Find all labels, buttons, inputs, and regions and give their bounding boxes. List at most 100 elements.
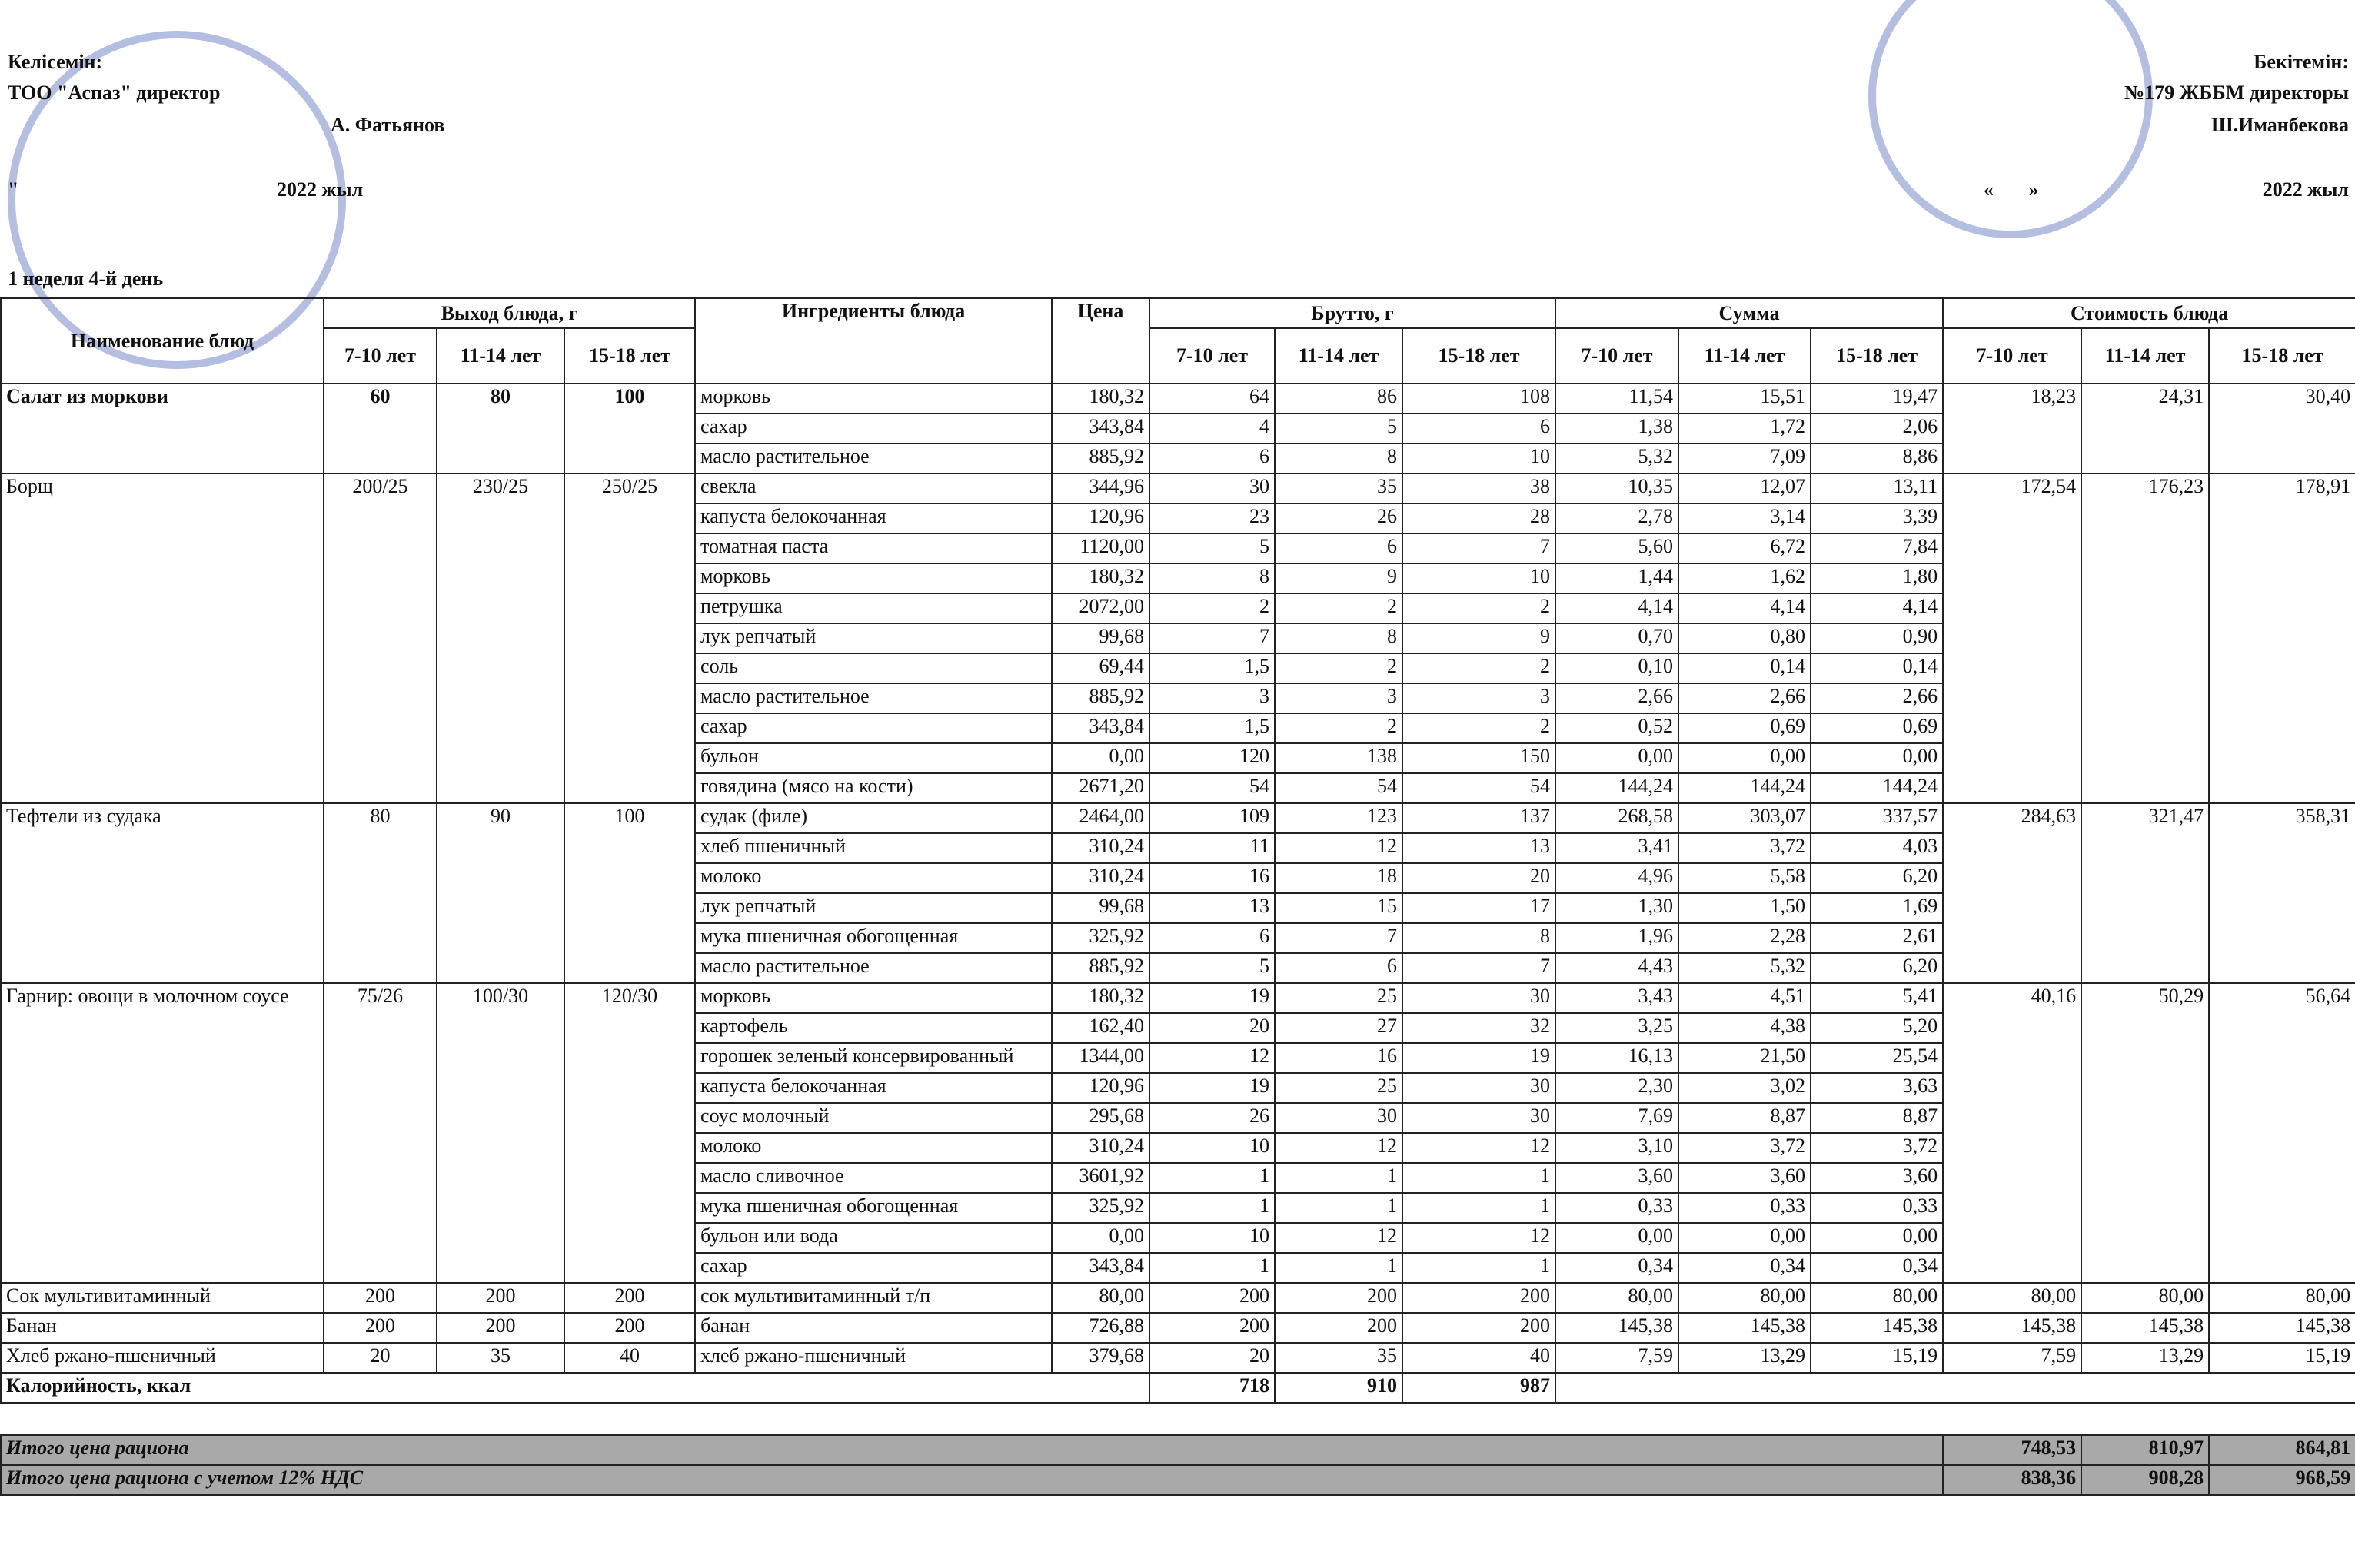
ingredient-sum: 5,58 <box>1678 862 1812 894</box>
ingredient-sum: 7,59 <box>1555 1342 1680 1374</box>
ingredient-sum: 3,41 <box>1555 832 1680 864</box>
dish-name: Хлеб ржано-пшеничный <box>0 1342 324 1374</box>
day-label: 1 неделя 4-й день <box>8 267 164 290</box>
ingredient-gross: 200 <box>1274 1312 1404 1344</box>
dish-cost: 40,16 <box>1942 982 2083 1284</box>
ingredient-gross: 6 <box>1149 443 1276 474</box>
col-ingredients: Ингредиенты блюда <box>694 297 1053 384</box>
ingredient-sum: 5,60 <box>1555 533 1680 564</box>
dish-cost: 178,91 <box>2208 473 2355 804</box>
dish-yield: 120/30 <box>563 982 697 1284</box>
ingredient-sum: 1,96 <box>1555 922 1680 954</box>
ingredient-gross: 12 <box>1274 1132 1404 1164</box>
ingredient-sum: 0,33 <box>1810 1192 1944 1224</box>
dish-yield: 200 <box>563 1312 697 1344</box>
ingredient-price: 2072,00 <box>1051 593 1151 624</box>
total-value: 968,59 <box>2208 1464 2355 1496</box>
ingredient-name: хлеб ржано-пшеничный <box>694 1342 1053 1374</box>
ingredient-price: 295,68 <box>1051 1102 1151 1134</box>
ingredient-sum: 0,34 <box>1678 1252 1812 1284</box>
ingredient-sum: 4,38 <box>1678 1012 1812 1044</box>
age-header: 11-14 лет <box>1274 327 1404 384</box>
ingredient-gross: 200 <box>1149 1312 1276 1344</box>
ingredient-row: мука пшеничная обогощенная 325,92 1 1 1 0,33 0… <box>1 1192 2355 1224</box>
ingredient-gross: 64 <box>1149 383 1276 414</box>
ingredient-sum: 2,66 <box>1678 683 1812 714</box>
ingredient-sum: 1,80 <box>1810 563 1944 594</box>
ingredient-gross: 6 <box>1402 413 1557 444</box>
ingredient-sum: 7,84 <box>1810 533 1944 564</box>
ingredient-gross: 15 <box>1274 892 1404 924</box>
calories-row: Калорийность, ккал 718 910 987 <box>0 1372 2355 1404</box>
ingredient-row: сахар 343,84 1 1 1 0,34 0,34 0,34 <box>1 1252 2355 1284</box>
ingredient-gross: 7 <box>1149 623 1276 654</box>
dish-cost: 172,54 <box>1942 473 2083 804</box>
ingredient-sum: 0,90 <box>1810 623 1944 654</box>
ingredient-gross: 9 <box>1402 623 1557 654</box>
ingredient-gross: 10 <box>1402 563 1557 594</box>
ingredient-gross: 26 <box>1149 1102 1276 1134</box>
ingredient-row: соль 69,44 1,5 2 2 0,10 0,14 0,14 <box>1 653 2355 684</box>
ingredient-sum: 3,43 <box>1555 982 1680 1014</box>
ingredient-price: 344,96 <box>1051 473 1151 504</box>
ingredient-gross: 6 <box>1274 533 1404 564</box>
ingredient-sum: 2,06 <box>1810 413 1944 444</box>
ingredient-gross: 26 <box>1274 503 1404 534</box>
age-header: 7-10 лет <box>323 327 437 384</box>
dish-yield: 230/25 <box>436 473 565 804</box>
ingredient-gross: 16 <box>1274 1042 1404 1074</box>
ingredient-sum: 4,14 <box>1555 593 1680 624</box>
ingredient-sum: 4,51 <box>1678 982 1812 1014</box>
age-header: 15-18 лет <box>563 327 697 384</box>
ingredient-gross: 1 <box>1274 1252 1404 1284</box>
dish-yield: 20 <box>323 1342 437 1374</box>
ingredient-name: капуста белокочанная <box>694 503 1053 534</box>
ingredient-row: томатная паста 1120,00 5 6 7 5,60 6,72 7,84 <box>1 533 2355 564</box>
ingredient-sum: 0,10 <box>1555 653 1680 684</box>
ingredient-price: 310,24 <box>1051 1132 1151 1164</box>
ingredient-sum: 6,20 <box>1810 952 1944 984</box>
ingredient-gross: 54 <box>1274 772 1404 804</box>
ingredient-sum: 2,66 <box>1810 683 1944 714</box>
col-gross: Брутто, г <box>1149 297 1557 329</box>
ingredient-name: капуста белокочанная <box>694 1072 1053 1104</box>
ingredient-gross: 16 <box>1149 862 1276 894</box>
ingredient-sum: 0,14 <box>1678 653 1812 684</box>
dish-cost: 15,19 <box>2208 1342 2355 1374</box>
ingredient-name: сок мультивитаминный т/п <box>694 1282 1053 1314</box>
ingredient-sum: 337,57 <box>1810 802 1944 834</box>
col-price: Цена <box>1051 297 1151 384</box>
dish-name: Сок мультивитаминный <box>0 1282 324 1314</box>
ingredient-row: мука пшеничная обогощенная 325,92 6 7 8 1,96 2… <box>1 922 2355 954</box>
age-header: 15-18 лет <box>2208 327 2355 384</box>
ingredient-name: горошек зеленый консервированный <box>694 1042 1053 1074</box>
ingredient-sum: 3,60 <box>1678 1162 1812 1194</box>
ingredient-gross: 200 <box>1274 1282 1404 1314</box>
approve-signer: А. Фатьянов <box>331 114 445 136</box>
ingredient-name: масло растительное <box>694 683 1053 714</box>
ingredient-sum: 3,10 <box>1555 1132 1680 1164</box>
ingredient-sum: 1,50 <box>1678 892 1812 924</box>
ingredient-sum: 5,32 <box>1678 952 1812 984</box>
ingredient-row: сахар 343,84 1,5 2 2 0,52 0,69 0,69 <box>1 713 2355 744</box>
total-label: Итого цена рациона с учетом 12% НДС <box>0 1464 1944 1496</box>
ingredient-row: картофель 162,40 20 27 32 3,25 4,38 5,20 <box>1 1012 2355 1044</box>
ingredient-name: банан <box>694 1312 1053 1344</box>
ingredient-row: масло сливочное 3601,92 1 1 1 3,60 3,60 3,60 <box>1 1162 2355 1194</box>
ingredient-gross: 40 <box>1402 1342 1557 1374</box>
ingredient-sum: 15,19 <box>1810 1342 1944 1374</box>
ingredient-name: мука пшеничная обогощенная <box>694 922 1053 954</box>
dish-yield: 200 <box>436 1282 565 1314</box>
total-row: Итого цена рациона с учетом 12% НДС 838,3… <box>0 1464 2355 1496</box>
ingredient-sum: 0,00 <box>1810 1222 1944 1254</box>
ingredient-gross: 13 <box>1149 892 1276 924</box>
ingredient-row: хлеб пшеничный 310,24 11 12 13 3,41 3,72 4,03 <box>1 832 2355 864</box>
ingredient-name: морковь <box>694 982 1053 1014</box>
ingredient-sum: 80,00 <box>1810 1282 1944 1314</box>
ingredient-gross: 138 <box>1274 742 1404 774</box>
ingredient-price: 885,92 <box>1051 443 1151 474</box>
ingredient-price: 343,84 <box>1051 1252 1151 1284</box>
ingredient-gross: 19 <box>1149 982 1276 1014</box>
ingredient-row: лук репчатый 99,68 13 15 17 1,30 1,50 1,69 <box>1 892 2355 924</box>
ingredient-price: 325,92 <box>1051 922 1151 954</box>
